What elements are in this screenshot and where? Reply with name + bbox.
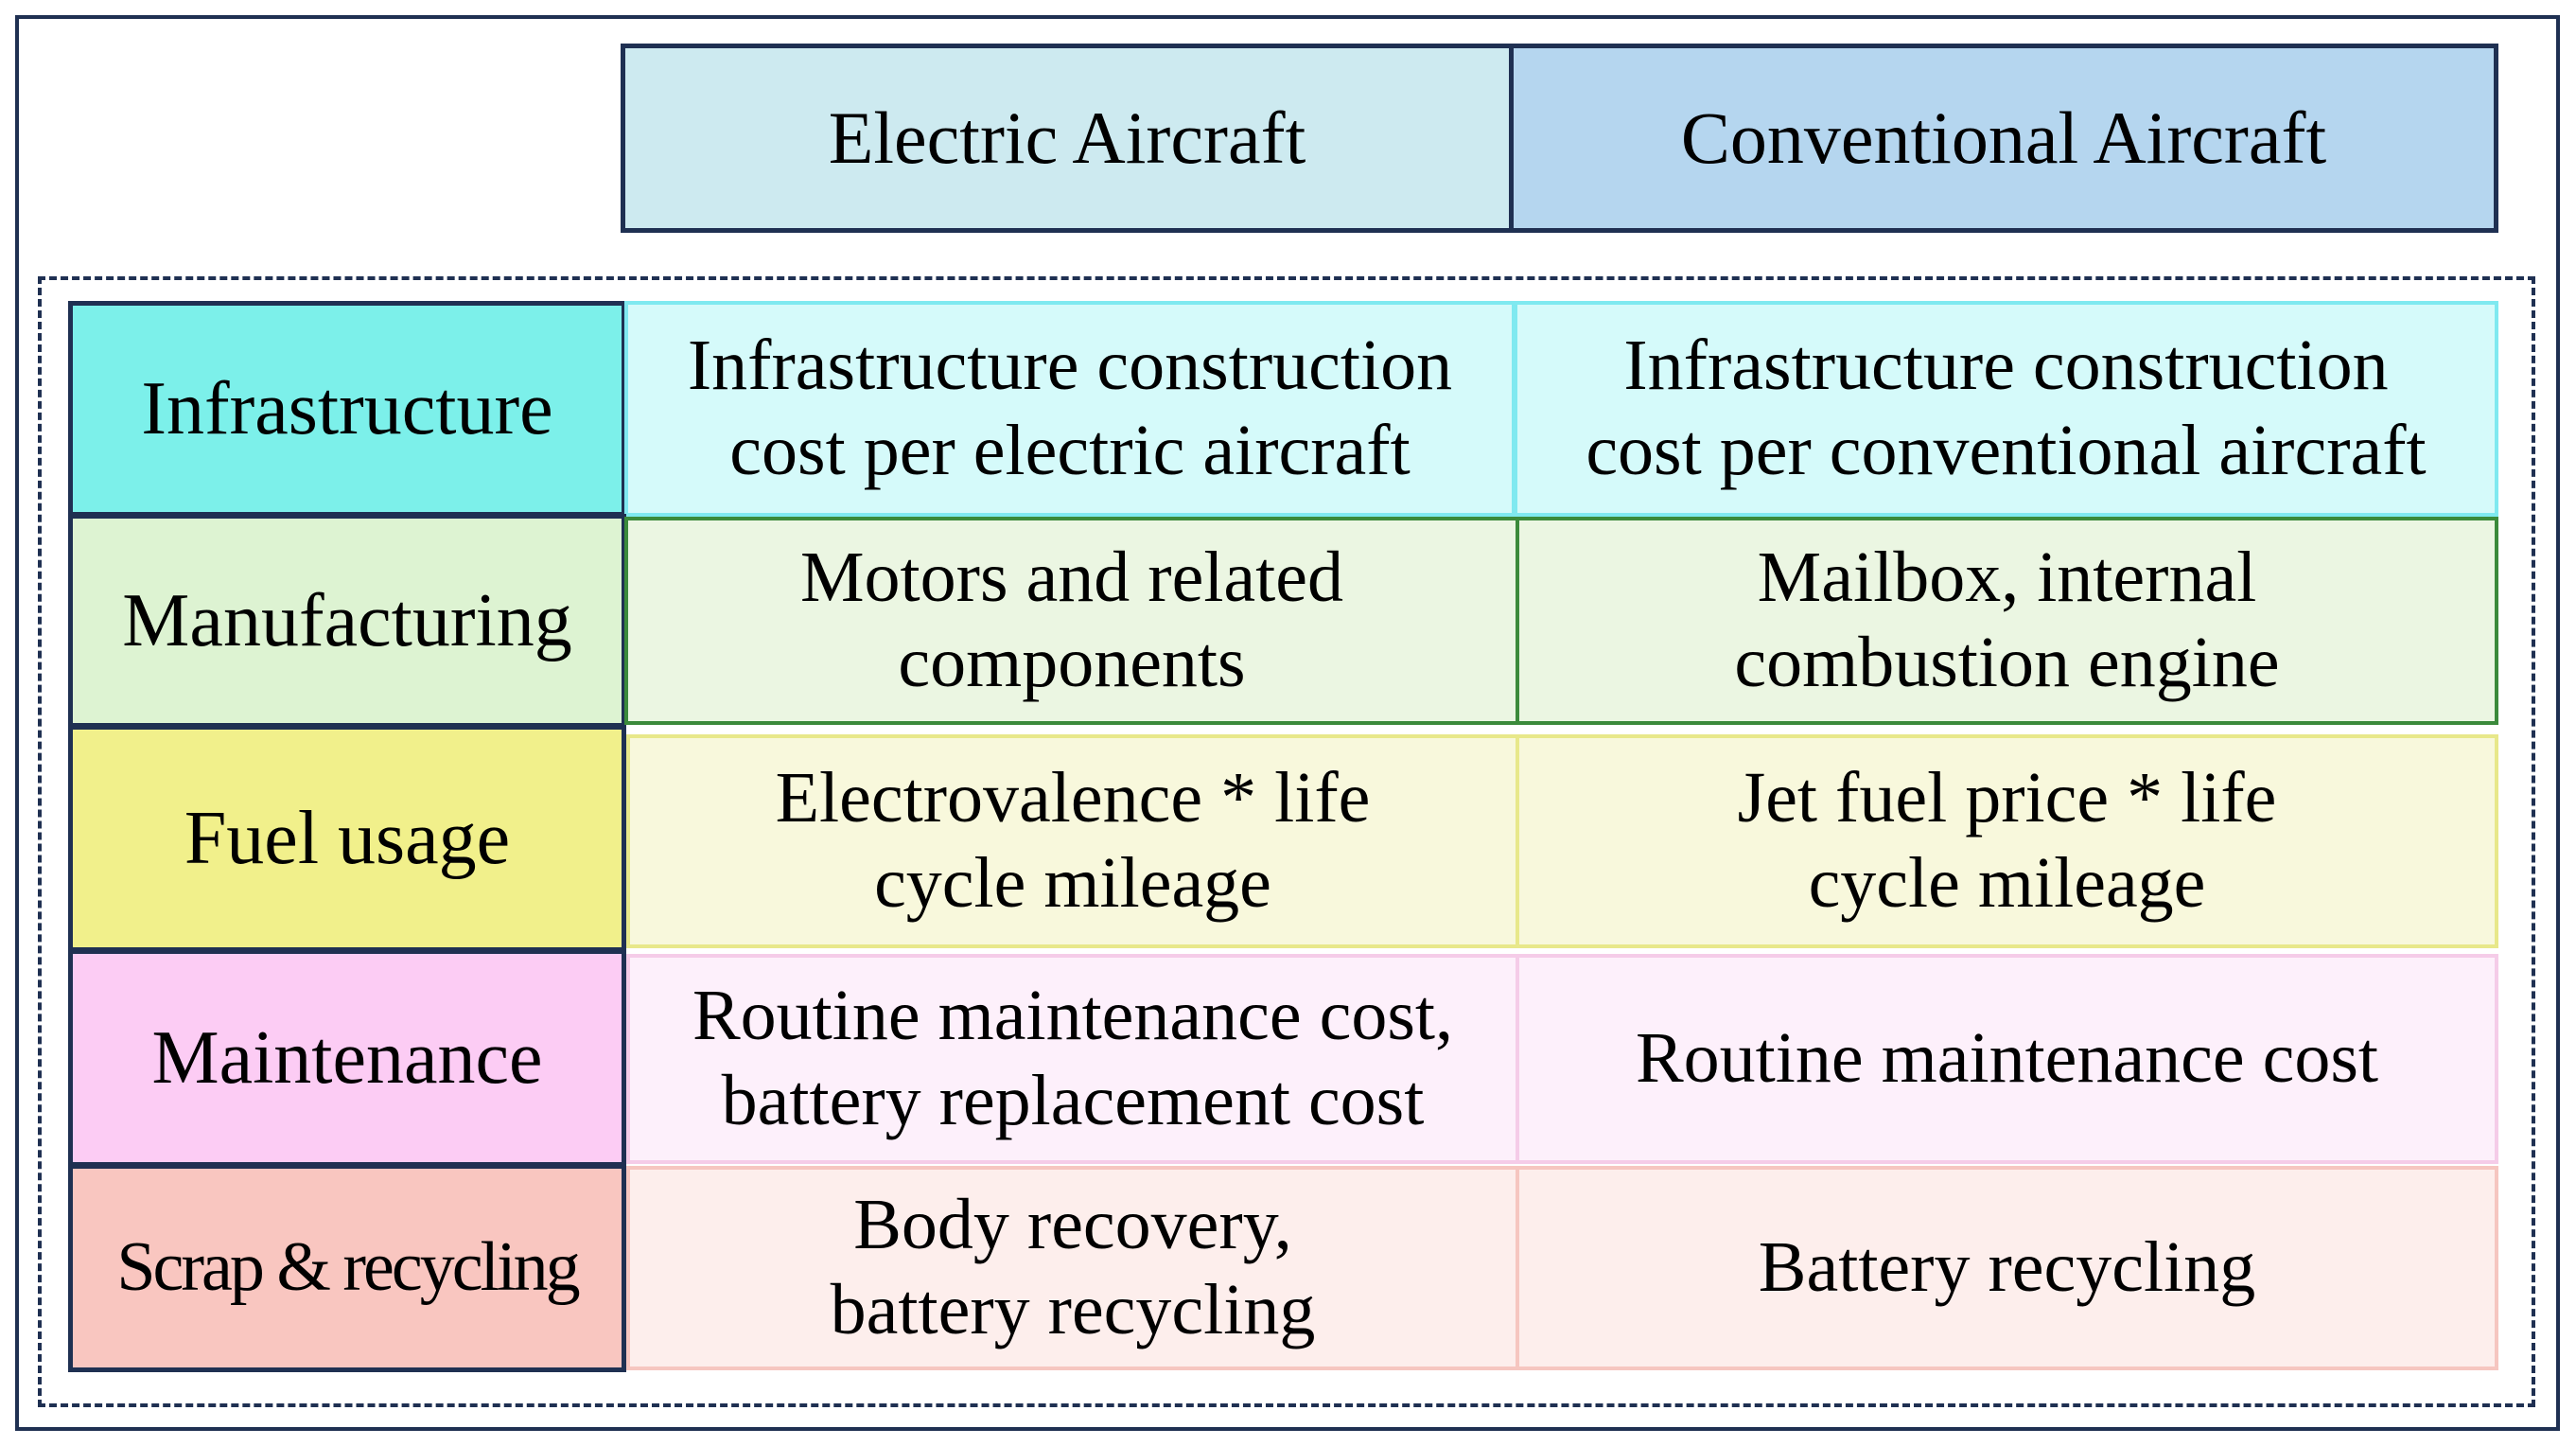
cell-fuel-usage-conventional: Jet fuel price * life cycle mileage bbox=[1516, 734, 2498, 948]
row-label-scrap-recycling: Scrap & recycling bbox=[68, 1164, 626, 1372]
dashed-frame bbox=[38, 276, 2535, 1407]
cell-scrap-recycling-electric: Body recovery, battery recycling bbox=[626, 1166, 1519, 1370]
header-conventional-aircraft: Conventional Aircraft bbox=[1509, 44, 2498, 233]
row-label-fuel-usage: Fuel usage bbox=[68, 725, 626, 952]
row-label-maintenance: Maintenance bbox=[68, 949, 626, 1167]
cell-infrastructure-electric: Infrastructure construction cost per ele… bbox=[624, 301, 1516, 517]
header-conventional-label: Conventional Aircraft bbox=[1680, 96, 2327, 179]
cell-maintenance-conventional: Routine maintenance cost bbox=[1516, 954, 2498, 1164]
header-electric-label: Electric Aircraft bbox=[828, 96, 1306, 179]
cell-scrap-recycling-conventional: Battery recycling bbox=[1516, 1166, 2498, 1370]
row-label-infrastructure: Infrastructure bbox=[68, 301, 626, 517]
cell-maintenance-electric: Routine maintenance cost, battery replac… bbox=[626, 954, 1519, 1164]
cell-infrastructure-conventional: Infrastructure construction cost per con… bbox=[1514, 301, 2498, 517]
cell-fuel-usage-electric: Electrovalence * life cycle mileage bbox=[626, 734, 1519, 948]
row-label-manufacturing: Manufacturing bbox=[68, 514, 626, 728]
cell-manufacturing-electric: Motors and related components bbox=[624, 517, 1519, 725]
outer-frame bbox=[15, 15, 2560, 1431]
cell-manufacturing-conventional: Mailbox, internal combustion engine bbox=[1516, 517, 2498, 725]
header-electric-aircraft: Electric Aircraft bbox=[621, 44, 1514, 233]
